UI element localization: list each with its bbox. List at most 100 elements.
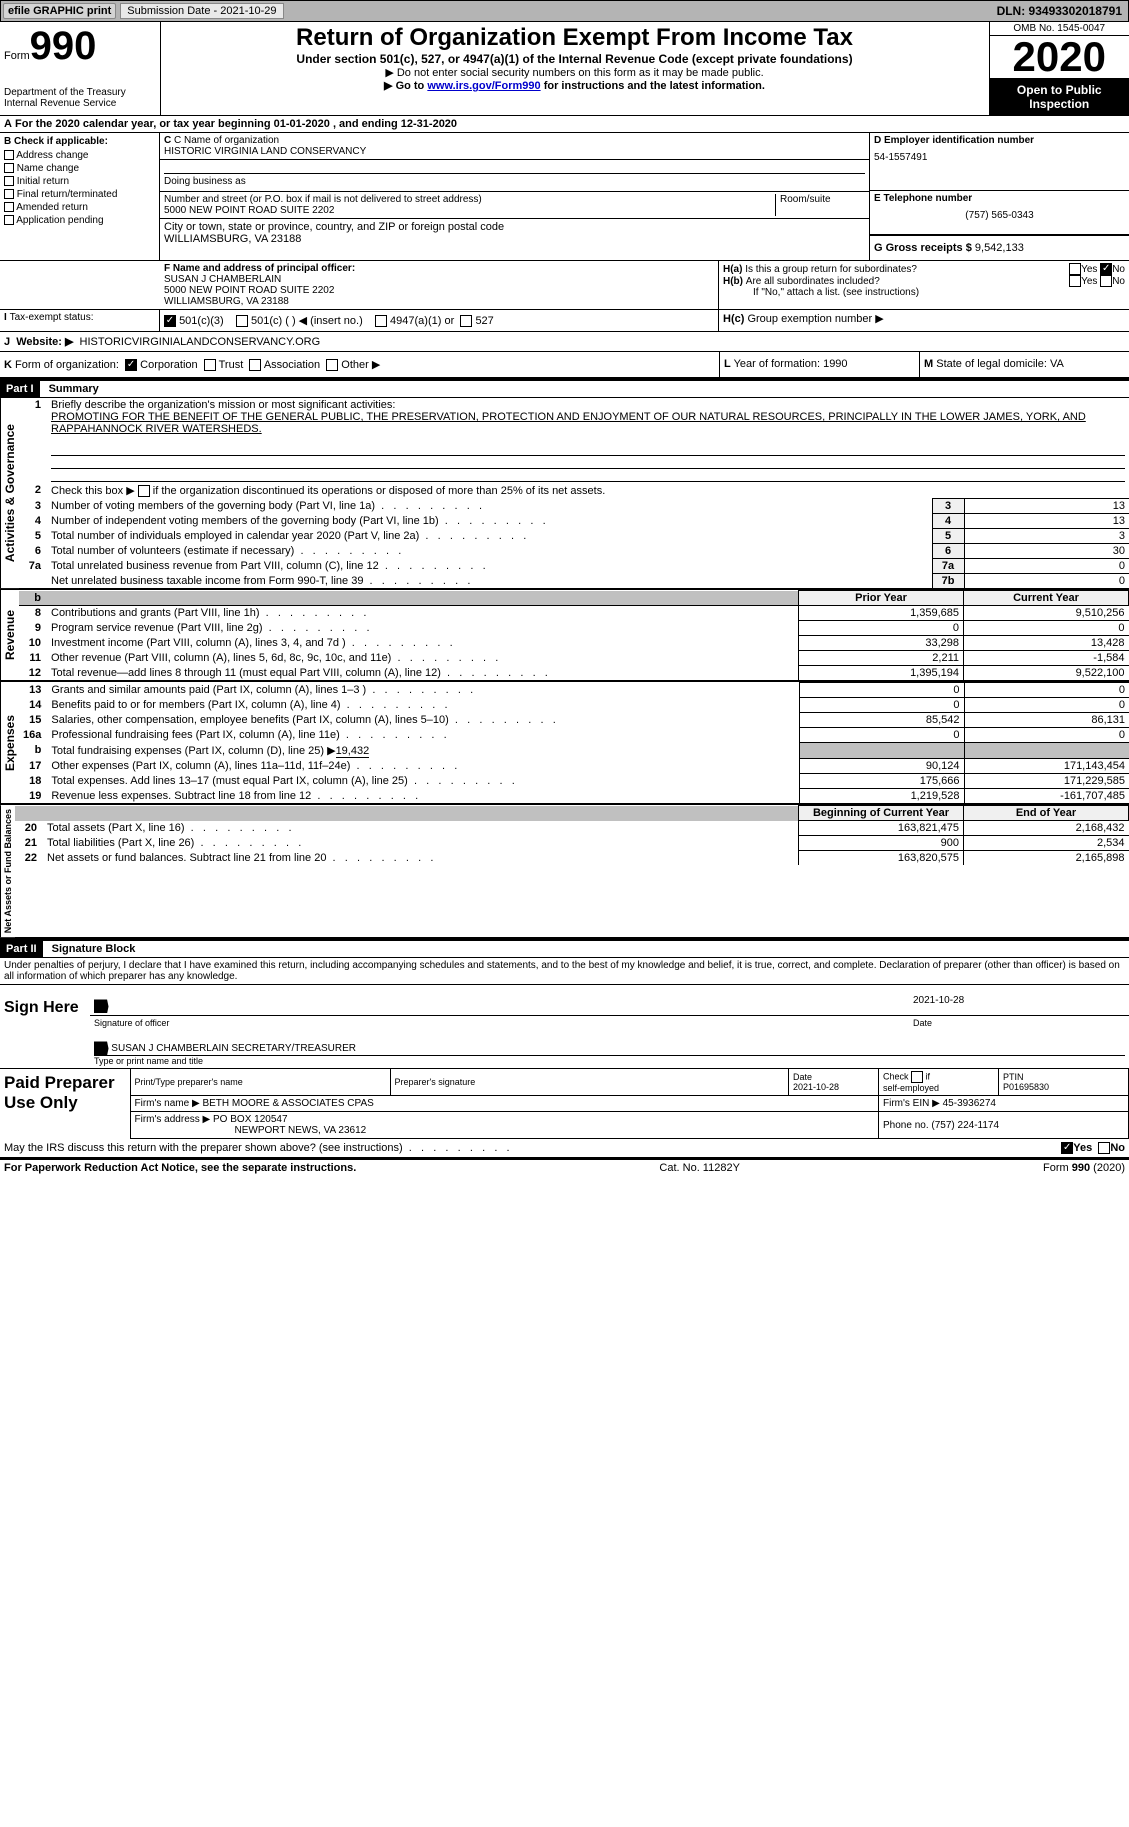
sig-arrow-icon <box>94 999 109 1013</box>
part1-label: Part I <box>0 381 40 397</box>
checkbox-item[interactable]: Initial return <box>4 175 155 188</box>
ha-no-checkbox[interactable]: ✓ <box>1100 263 1112 275</box>
type-name-label: Type or print name and title <box>94 1056 1125 1066</box>
paid-preparer-label: Paid Preparer Use Only <box>0 1069 130 1139</box>
col-current: Current Year <box>964 591 1129 606</box>
dba-label: Doing business as <box>164 176 865 187</box>
ein-label: D Employer identification number <box>874 135 1125 146</box>
527-checkbox[interactable] <box>460 315 472 327</box>
officer-sign-name: SUSAN J CHAMBERLAIN SECRETARY/TREASURER <box>111 1043 356 1054</box>
501c3-checkbox[interactable]: ✓ <box>164 315 176 327</box>
footer-right: Form 990 (2020) <box>1043 1162 1125 1174</box>
part1-title: Summary <box>43 381 105 397</box>
firm-ein: 45-3936274 <box>943 1098 996 1109</box>
irs-link[interactable]: www.irs.gov/Form990 <box>427 80 540 92</box>
discuss-text: May the IRS discuss this return with the… <box>4 1142 1061 1154</box>
city-state-zip: WILLIAMSBURG, VA 23188 <box>164 233 865 245</box>
website-label: Website: ▶ <box>16 336 73 348</box>
other-checkbox[interactable] <box>326 359 338 371</box>
firm-addr2: NEWPORT NEWS, VA 23612 <box>135 1125 367 1136</box>
form-header: Form990 Department of the Treasury Inter… <box>0 22 1129 133</box>
4947-checkbox[interactable] <box>375 315 387 327</box>
checkbox-item[interactable]: Amended return <box>4 201 155 214</box>
gross-receipts-value: 9,542,133 <box>975 242 1024 254</box>
501c-checkbox[interactable] <box>236 315 248 327</box>
form-title: Return of Organization Exempt From Incom… <box>167 24 983 52</box>
street-address: 5000 NEW POINT ROAD SUITE 2202 <box>164 205 775 216</box>
firm-phone: (757) 224-1174 <box>931 1120 999 1131</box>
hb-note: If "No," attach a list. (see instruction… <box>723 287 1125 298</box>
open-to-public: Open to Public Inspection <box>990 79 1129 115</box>
col-end: End of Year <box>964 806 1129 821</box>
table-row: Net unrelated business taxable income fr… <box>19 574 1129 589</box>
table-row: 21Total liabilities (Part X, line 26)900… <box>15 836 1129 851</box>
officer-addr2: WILLIAMSBURG, VA 23188 <box>164 296 714 307</box>
sig-officer-label: Signature of officer <box>90 1016 909 1031</box>
dept-treasury: Department of the Treasury Internal Reve… <box>4 87 156 109</box>
table-row: 9Program service revenue (Part VIII, lin… <box>19 621 1129 636</box>
hc-text: Group exemption number ▶ <box>747 313 883 325</box>
prep-date-value: 2021-10-28 <box>793 1082 839 1092</box>
table-row: 7aTotal unrelated business revenue from … <box>19 559 1129 574</box>
part2-title: Signature Block <box>46 941 142 957</box>
table-row: 16aProfessional fundraising fees (Part I… <box>19 728 1129 743</box>
trust-checkbox[interactable] <box>204 359 216 371</box>
table-row: 18Total expenses. Add lines 13–17 (must … <box>19 774 1129 789</box>
website-value: HISTORICVIRGINIALANDCONSERVANCY.ORG <box>80 336 321 348</box>
dln: DLN: 93493302018791 <box>997 4 1128 18</box>
street-label: Number and street (or P.O. box if mail i… <box>164 194 775 205</box>
prep-sig-label: Preparer's signature <box>390 1069 789 1096</box>
table-row: 3Number of voting members of the governi… <box>19 499 1129 514</box>
hb-text: Are all subordinates included? <box>746 276 1069 287</box>
line2-checkbox[interactable] <box>138 485 150 497</box>
date-label: Date <box>909 1016 1129 1031</box>
tax-exempt-label: Tax-exempt status: <box>10 312 94 323</box>
hb-yes-checkbox[interactable] <box>1069 275 1081 287</box>
checkbox-item[interactable]: Final return/terminated <box>4 188 155 201</box>
table-row: 22Net assets or fund balances. Subtract … <box>15 851 1129 866</box>
mission-text: PROMOTING FOR THE BENEFIT OF THE GENERAL… <box>51 411 1086 435</box>
table-row: 15Salaries, other compensation, employee… <box>19 713 1129 728</box>
name-label: C C Name of organization <box>164 135 865 146</box>
gross-receipts-label: G Gross receipts $ <box>874 242 972 254</box>
vlabel-netassets: Net Assets or Fund Balances <box>0 805 15 937</box>
vlabel-revenue: Revenue <box>0 590 19 680</box>
line16b-label: Total fundraising expenses (Part IX, col… <box>51 745 335 757</box>
perjury-text: Under penalties of perjury, I declare th… <box>0 958 1129 985</box>
table-row: 13Grants and similar amounts paid (Part … <box>19 683 1129 698</box>
checkbox-item[interactable]: Application pending <box>4 214 155 227</box>
table-row: 20Total assets (Part X, line 16)163,821,… <box>15 821 1129 836</box>
form-number: Form990 <box>4 24 156 69</box>
submission-date: Submission Date - 2021-10-29 <box>120 3 283 19</box>
ha-yes-checkbox[interactable] <box>1069 263 1081 275</box>
table-row: 10Investment income (Part VIII, column (… <box>19 636 1129 651</box>
form-org-label: Form of organization: <box>15 359 119 371</box>
table-row: 19Revenue less expenses. Subtract line 1… <box>19 789 1129 804</box>
org-name: HISTORIC VIRGINIA LAND CONSERVANCY <box>164 146 865 157</box>
officer-group-block: F Name and address of principal officer:… <box>0 261 1129 310</box>
col-begin: Beginning of Current Year <box>799 806 964 821</box>
table-row: 12Total revenue—add lines 8 through 11 (… <box>19 666 1129 681</box>
corp-checkbox[interactable]: ✓ <box>125 359 137 371</box>
sign-here-label: Sign Here <box>0 985 90 1031</box>
top-toolbar: efile GRAPHIC print Submission Date - 20… <box>0 0 1129 22</box>
hb-no-checkbox[interactable] <box>1100 275 1112 287</box>
phone-value: (757) 565-0343 <box>874 210 1125 221</box>
tax-period: For the 2020 calendar year, or tax year … <box>15 118 457 130</box>
line16b-value: 19,432 <box>336 745 370 758</box>
goto-note: ▶ Go to www.irs.gov/Form990 for instruct… <box>167 79 983 92</box>
checkbox-item[interactable]: Address change <box>4 149 155 162</box>
checkbox-item[interactable]: Name change <box>4 162 155 175</box>
line2-text: Check this box ▶ if the organization dis… <box>47 483 1129 499</box>
efile-print-button[interactable]: efile GRAPHIC print <box>3 3 116 19</box>
discuss-yes-checkbox[interactable]: ✓ <box>1061 1142 1073 1154</box>
section-b-label: B Check if applicable: <box>4 136 108 147</box>
name-arrow-icon <box>94 1041 109 1055</box>
assoc-checkbox[interactable] <box>249 359 261 371</box>
firm-addr1: PO BOX 120547 <box>213 1114 288 1125</box>
firm-name: BETH MOORE & ASSOCIATES CPAS <box>202 1098 373 1109</box>
ein-value: 54-1557491 <box>874 152 1125 163</box>
discuss-no-checkbox[interactable] <box>1098 1142 1110 1154</box>
self-employed-checkbox[interactable] <box>911 1071 923 1083</box>
form-subtitle: Under section 501(c), 527, or 4947(a)(1)… <box>167 52 983 66</box>
